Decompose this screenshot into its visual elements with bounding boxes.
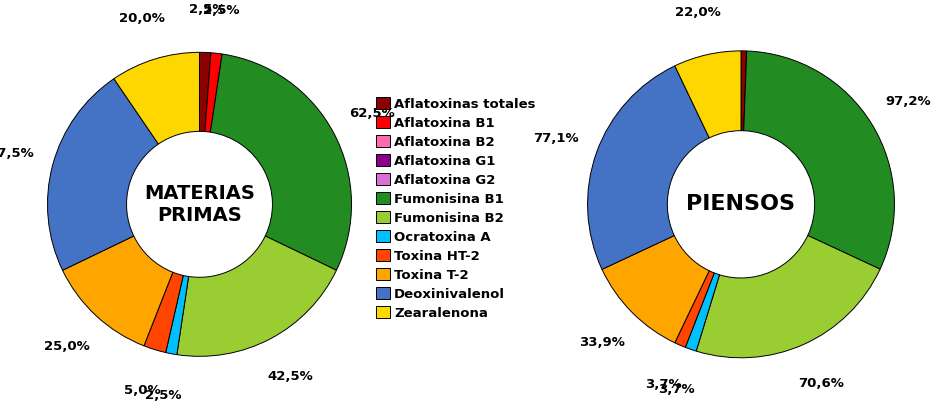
- Text: 22,0%: 22,0%: [674, 6, 720, 19]
- Wedge shape: [741, 51, 747, 131]
- Wedge shape: [165, 276, 189, 354]
- Text: 70,6%: 70,6%: [798, 377, 844, 390]
- Text: 25,0%: 25,0%: [45, 340, 90, 354]
- Wedge shape: [177, 236, 336, 357]
- Wedge shape: [696, 236, 880, 358]
- Text: 2,5%: 2,5%: [145, 389, 181, 402]
- Text: 5,0%: 5,0%: [124, 384, 161, 397]
- Wedge shape: [200, 52, 211, 132]
- Text: 2,5%: 2,5%: [188, 3, 225, 16]
- Wedge shape: [602, 236, 710, 343]
- Text: 33,9%: 33,9%: [579, 336, 624, 349]
- Legend: Aflatoxinas totales, Aflatoxina B1, Aflatoxina B2, Aflatoxina G1, Aflatoxina G2,: Aflatoxinas totales, Aflatoxina B1, Afla…: [376, 98, 536, 319]
- Text: 3,7%: 3,7%: [658, 383, 695, 397]
- Wedge shape: [144, 272, 183, 352]
- Wedge shape: [744, 51, 895, 269]
- Text: 62,5%: 62,5%: [349, 107, 394, 120]
- Wedge shape: [210, 54, 352, 270]
- Wedge shape: [587, 66, 710, 269]
- Text: 20,0%: 20,0%: [119, 12, 165, 25]
- Wedge shape: [63, 236, 173, 346]
- Text: 3,7%: 3,7%: [645, 378, 681, 391]
- Text: 2,5%: 2,5%: [203, 5, 239, 18]
- Wedge shape: [48, 79, 159, 270]
- Text: 97,2%: 97,2%: [885, 95, 931, 108]
- Text: 47,5%: 47,5%: [0, 148, 34, 161]
- Text: PIENSOS: PIENSOS: [687, 194, 795, 214]
- Wedge shape: [685, 273, 719, 351]
- Wedge shape: [205, 53, 222, 132]
- Wedge shape: [674, 51, 741, 138]
- Text: 77,1%: 77,1%: [533, 132, 579, 145]
- Wedge shape: [114, 52, 200, 144]
- Text: 42,5%: 42,5%: [268, 370, 314, 383]
- Wedge shape: [674, 271, 714, 347]
- Text: MATERIAS
PRIMAS: MATERIAS PRIMAS: [144, 184, 255, 225]
